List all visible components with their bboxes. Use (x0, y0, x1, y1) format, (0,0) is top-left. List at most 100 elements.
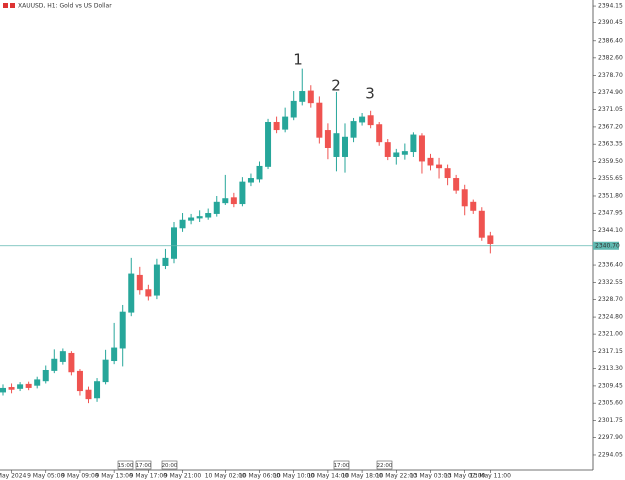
annotation: 1 (293, 51, 303, 69)
candle-body (444, 168, 451, 179)
candle-body (461, 189, 468, 207)
y-tick-label: 2347.95 (598, 210, 623, 217)
y-tick-label: 2324.80 (598, 314, 623, 321)
candle-body (436, 164, 443, 169)
candle-body (8, 387, 15, 390)
x-tick-label: 9 May 21:00 (164, 473, 202, 480)
candle-body (453, 178, 460, 191)
candle-body (76, 370, 83, 392)
y-tick-label: 2344.10 (598, 227, 623, 234)
candle-body (196, 216, 203, 219)
candle-body (384, 142, 391, 157)
x-tick-label: 9 May 13:00 (95, 473, 133, 480)
x-tick-label: 13 May 03:00 (410, 473, 451, 480)
candle-body (128, 273, 135, 313)
candle-body (213, 201, 220, 214)
candle-body (111, 347, 118, 362)
candle-body (401, 151, 408, 155)
candle-body (273, 121, 280, 131)
price-label-box (593, 241, 619, 250)
candle-body (282, 116, 289, 130)
y-tick-label: 2386.40 (598, 37, 623, 44)
candle-body (239, 181, 246, 205)
candle-body (188, 217, 195, 221)
candle-body (367, 115, 374, 126)
candle-body (299, 91, 306, 102)
candle-body (359, 116, 366, 123)
candle-body (342, 136, 348, 157)
candle-body (316, 102, 323, 138)
candle-body (265, 121, 272, 167)
candle-body (0, 387, 6, 393)
y-tick-label: 2313.30 (598, 365, 623, 372)
candle-body (487, 235, 494, 244)
candle-body (307, 90, 314, 104)
marker-box (135, 460, 152, 470)
candle-body (478, 210, 485, 238)
x-tick-label: 10 May 10:00 (273, 473, 314, 480)
y-tick-label: 2382.60 (598, 54, 623, 61)
marker-box (333, 460, 350, 470)
y-tick-label: 2305.60 (598, 400, 623, 407)
y-tick-label: 2328.70 (598, 296, 623, 303)
y-tick-label: 2371.05 (598, 106, 623, 113)
candle-body (376, 124, 383, 143)
candle-body (179, 219, 186, 229)
time-marker: 17:00 (334, 463, 350, 469)
candle-body (34, 379, 41, 386)
candle-body (145, 289, 152, 297)
candle-body (51, 358, 58, 371)
candle-body (153, 264, 160, 296)
x-tick-label: 10 May 18:00 (342, 473, 383, 480)
candle-body (17, 384, 24, 389)
candle-body (119, 311, 126, 349)
y-tick-label: 2321.00 (598, 331, 623, 338)
y-tick-label: 2355.65 (598, 175, 623, 182)
x-tick-label: May 2024 (0, 473, 27, 480)
y-tick-label: 2394.15 (598, 3, 623, 10)
time-markers: 15:00 17:00 20:00 17:00 22:00 (118, 460, 393, 470)
candle-body (247, 178, 254, 183)
x-tick-label: 9 May 09:00 (61, 473, 99, 480)
candle-body (410, 134, 417, 153)
candle-body (230, 197, 237, 205)
candle-body (171, 227, 177, 259)
icon (3, 3, 8, 8)
candle-body (350, 121, 357, 138)
candle-body (68, 352, 75, 373)
candle-body (136, 274, 143, 291)
x-tick-label: 13 May 11:00 (470, 473, 511, 480)
x-tick-label: 10 May 02:00 (205, 473, 246, 480)
candle-body (470, 201, 477, 211)
y-tick-label: 2301.75 (598, 417, 623, 424)
candle-body (222, 198, 229, 204)
candle-body (256, 165, 263, 180)
x-tick-label: 13 May 07:00 (444, 473, 485, 480)
y-tick-label: 2336.40 (598, 262, 623, 269)
candle-body (162, 257, 169, 266)
y-tick-label: 2390.45 (598, 19, 623, 26)
time-marker: 20:00 (162, 463, 178, 469)
annotation: 2 (331, 77, 341, 95)
y-tick-label: 2332.55 (598, 279, 623, 286)
time-marker: 22:00 (377, 463, 393, 469)
x-tick-label: 10 May 22:00 (376, 473, 417, 480)
y-tick-label: 2374.90 (598, 89, 623, 96)
y-tick-label: 2359.50 (598, 158, 623, 165)
candle-body (42, 369, 49, 382)
candle-body (324, 130, 331, 148)
candle-body (102, 359, 109, 383)
icon (10, 3, 15, 8)
x-tick-label: 9 May 17:00 (130, 473, 168, 480)
candle-body (59, 351, 66, 362)
x-tick-label: 10 May 06:00 (239, 473, 280, 480)
chart-title: XAUUSD, H1: Gold vs US Dollar (18, 3, 112, 10)
y-tick-label: 2351.80 (598, 192, 623, 199)
candle-body (94, 381, 101, 399)
candle-body (85, 389, 92, 400)
y-tick-label: 2378.70 (598, 72, 623, 79)
marker-box (376, 460, 393, 470)
y-tick-label: 2367.20 (598, 123, 623, 130)
